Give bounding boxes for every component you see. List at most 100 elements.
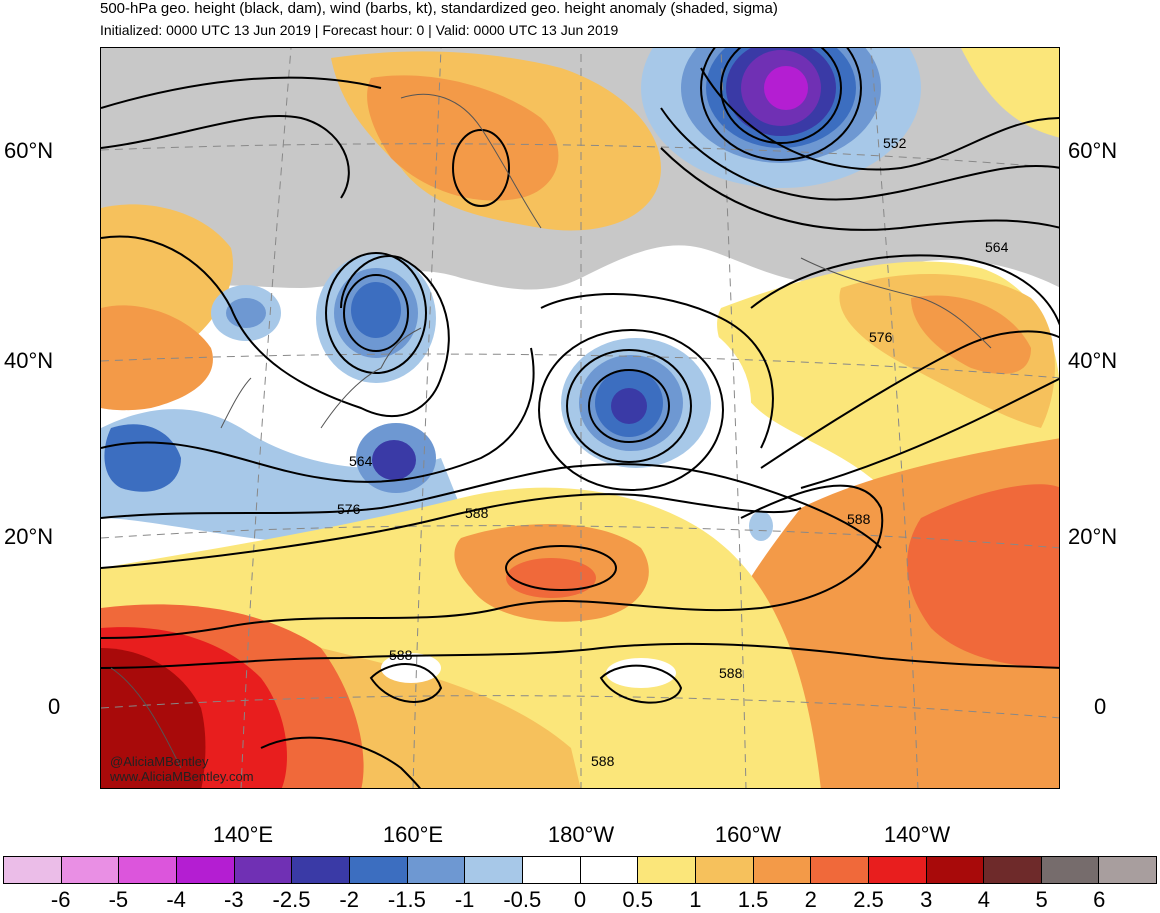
colorbar-tick-label: 0.5 (622, 887, 653, 912)
contour-line-6 (101, 235, 450, 418)
colorbar-swatch (1041, 857, 1100, 883)
western-blue-core (104, 424, 181, 492)
colorbar-swatch (407, 857, 466, 883)
colorbar-tick-label: -6 (50, 887, 71, 912)
contour-low-alaska-2 (700, 48, 862, 161)
nw-low-core (226, 298, 266, 328)
lat-label-right-0: 0 (1094, 694, 1107, 719)
contour-japan-low-2 (325, 252, 427, 374)
lat-label-left-60n: 60°N (4, 138, 54, 163)
colorbar-tick-label: 4 (977, 887, 991, 912)
lon-label-160w: 160°W (714, 822, 782, 847)
coastlines (110, 93, 992, 769)
colorbar-swatch (234, 857, 293, 883)
contour-line-4 (660, 107, 1059, 201)
japan-low-core (351, 282, 401, 338)
colorbar-tick-label: 6 (1093, 887, 1106, 912)
colorbar-swatch (176, 857, 235, 883)
lon-label-140e: 140°E (212, 822, 274, 847)
colorbar-tick-label: -2.5 (272, 887, 311, 912)
contour-central-low-2 (566, 349, 692, 463)
contour-subtropic-high (505, 545, 617, 591)
colorbar-tick-label: 5 (1035, 887, 1048, 912)
tropic-white-patch2 (606, 658, 676, 688)
contour-line-12 (760, 330, 1059, 469)
contour-label-564-east: 564 (985, 239, 1009, 255)
map-subtitle: Initialized: 0000 UTC 13 Jun 2019 | Fore… (100, 22, 619, 38)
coast-kamchatka (400, 93, 542, 229)
contour-label-588-e: 588 (591, 753, 615, 769)
colorbar-tick-label: -0.5 (503, 887, 542, 912)
colorbar-tick-label: -4 (166, 887, 186, 912)
contour-japan-low-1 (343, 274, 409, 352)
contour-line-10 (540, 293, 774, 449)
colorbar-tick-label: -1.5 (387, 887, 426, 912)
contour-tropic-loop-1 (369, 663, 443, 703)
contour-line-3 (700, 67, 1059, 171)
contour-line-5 (660, 147, 1059, 231)
colorbar-swatch (349, 857, 408, 883)
contour-small-high (452, 129, 510, 207)
colorbar (3, 856, 1157, 884)
contour-label-552: 552 (883, 135, 907, 151)
low-anomaly-core (764, 66, 808, 110)
contour-tropic-loop-2 (599, 664, 683, 704)
colorbar-swatch (465, 857, 523, 883)
lat-label-right-60n: 60°N (1068, 138, 1118, 163)
colorbar-swatch (522, 857, 581, 883)
contour-line-13 (800, 377, 1059, 489)
contour-line-9 (101, 493, 802, 569)
colorbar-swatch (868, 857, 927, 883)
coast-aleutians (800, 257, 992, 349)
gridline-140e (240, 48, 292, 788)
contour-line-7 (101, 347, 535, 483)
credit-handle: @AliciaMBentley (110, 754, 209, 769)
colorbar-swatch (811, 857, 869, 883)
contour-line-1 (101, 76, 382, 109)
contour-label-588-c: 588 (389, 647, 413, 663)
contour-label-576-west: 576 (337, 501, 361, 517)
contour-central-low-3 (538, 329, 724, 491)
colorbar-tick-label: 2 (804, 887, 817, 912)
colorbar-swatch (1099, 857, 1157, 883)
contour-line-588c (260, 736, 421, 788)
colorbar-swatch (4, 857, 62, 883)
gridline-40n (101, 353, 1059, 379)
colorbar-tick-label: -3 (224, 887, 244, 912)
colorbar-swatch (695, 857, 754, 883)
colorbar-tick-label: 3 (920, 887, 933, 912)
colorbar-swatch (61, 857, 120, 883)
colorbar-swatch (984, 857, 1042, 883)
colorbar-swatch (119, 857, 177, 883)
colorbar-tick-label: 2.5 (853, 887, 884, 912)
height-contours (101, 48, 1059, 788)
colorbar-swatch (926, 857, 985, 883)
map-title: 500-hPa geo. height (black, dam), wind (… (100, 0, 778, 17)
map-canvas: 552 564 576 564 576 588 588 588 588 588 (101, 48, 1059, 788)
lon-label-160e: 160°E (382, 822, 444, 847)
colorbar-tick-label: 1.5 (737, 887, 769, 912)
gridline-160e (412, 48, 442, 788)
contour-label-588-b: 588 (847, 511, 871, 527)
colorbar-tick-label: -1 (454, 887, 475, 912)
lat-label-left-0: 0 (48, 694, 61, 719)
lon-label-140w: 140°W (883, 822, 951, 847)
colorbar-tick-label: 1 (689, 887, 702, 912)
colorbar-swatch (292, 857, 350, 883)
contour-line-11 (750, 254, 1059, 326)
contour-central-low-1 (588, 369, 670, 443)
colorbar-tick-label: -5 (108, 887, 129, 912)
credit-website: www.AliciaMBentley.com (110, 769, 254, 784)
colorbar-tick-label: -2 (339, 887, 359, 912)
lon-label-180w: 180°W (547, 822, 615, 847)
contour-label-576-east: 576 (869, 329, 893, 345)
colorbar-tick-label: 0 (573, 887, 587, 912)
coast-korea (220, 377, 252, 429)
contour-line-588a (101, 484, 884, 639)
south-japan-low-core (372, 440, 416, 480)
contour-low-alaska-1 (720, 48, 842, 144)
gridline-0 (101, 695, 1059, 719)
gridline-20n (101, 525, 1059, 549)
anomaly-positive-northeast (961, 48, 1059, 138)
contour-line-8 (101, 463, 882, 549)
